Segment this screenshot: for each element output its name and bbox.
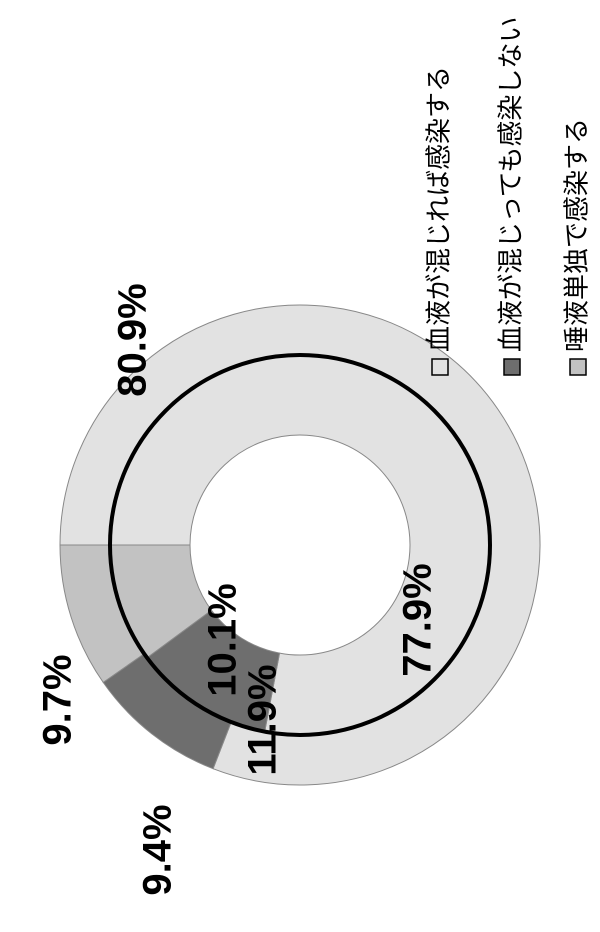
- data-label: 9.4%: [136, 804, 180, 895]
- data-label: 77.9%: [396, 563, 440, 676]
- legend-label: 血液が混じれば感染する: [425, 66, 455, 352]
- ring-divider: [108, 353, 492, 737]
- data-label: 80.9%: [111, 283, 155, 396]
- legend-swatch: [503, 358, 521, 376]
- legend-label: 血液が混じっても感染しない: [497, 17, 527, 352]
- legend-label: 唾液単独で感染する: [563, 118, 593, 352]
- data-label: 11.9%: [241, 664, 285, 775]
- rotated-chart: 80.9% 9.4% 9.7% 77.9% 11.9%10.1% 血液が混じれば感染する 血…: [36, 17, 593, 896]
- legend-swatch: [431, 358, 449, 376]
- legend-swatch: [569, 358, 587, 376]
- data-label: 9.7%: [36, 654, 80, 745]
- data-label: 10.1%: [201, 583, 245, 696]
